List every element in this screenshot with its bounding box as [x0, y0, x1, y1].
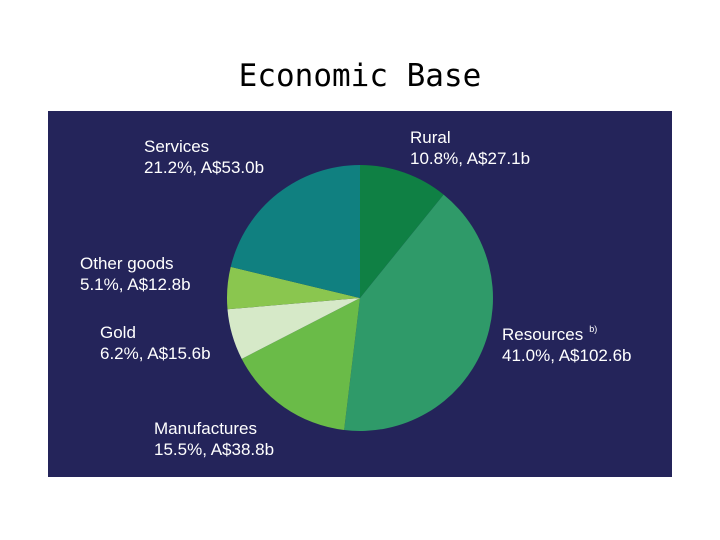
slice-name-resources: Resources [502, 325, 584, 344]
pie-slice-resources [344, 194, 493, 431]
slice-label-rural: Rural 10.8%, A$27.1b [410, 127, 530, 169]
slice-label-other-goods: Other goods 5.1%, A$12.8b [80, 253, 191, 295]
slice-name-rural: Rural [410, 128, 451, 147]
pie-slice-services [230, 165, 360, 298]
slice-name-manufactures: Manufactures [154, 419, 257, 438]
slice-label-services: Services 21.2%, A$53.0b [144, 136, 264, 178]
slide-title: Economic Base [238, 58, 482, 94]
slice-value-resources: 41.0%, A$102.6b [502, 346, 632, 365]
slice-footnote-resources: b) [589, 324, 598, 334]
chart-panel: Rural 10.8%, A$27.1b Resources b) 41.0%, … [48, 111, 672, 477]
pie-chart [227, 165, 493, 431]
pie-slice-rural [360, 165, 444, 298]
slice-name-gold: Gold [100, 323, 136, 342]
slice-label-manufactures: Manufactures 15.5%, A$38.8b [154, 418, 274, 460]
slice-label-resources: Resources b) 41.0%, A$102.6b [502, 319, 632, 366]
pie-slice-gold [227, 298, 360, 359]
slice-value-manufactures: 15.5%, A$38.8b [154, 440, 275, 459]
slice-name-services: Services [144, 137, 210, 156]
slice-value-rural: 10.8%, A$27.1b [410, 149, 531, 168]
slice-value-gold: 6.2%, A$15.6b [100, 344, 211, 363]
pie-slice-manufactures [241, 298, 360, 431]
slice-label-gold: Gold 6.2%, A$15.6b [100, 322, 211, 364]
pie-slice-other-goods [227, 266, 360, 310]
slice-name-other-goods: Other goods [80, 254, 174, 273]
slice-value-other-goods: 5.1%, A$12.8b [80, 275, 191, 294]
slice-value-services: 21.2%, A$53.0b [144, 158, 265, 177]
